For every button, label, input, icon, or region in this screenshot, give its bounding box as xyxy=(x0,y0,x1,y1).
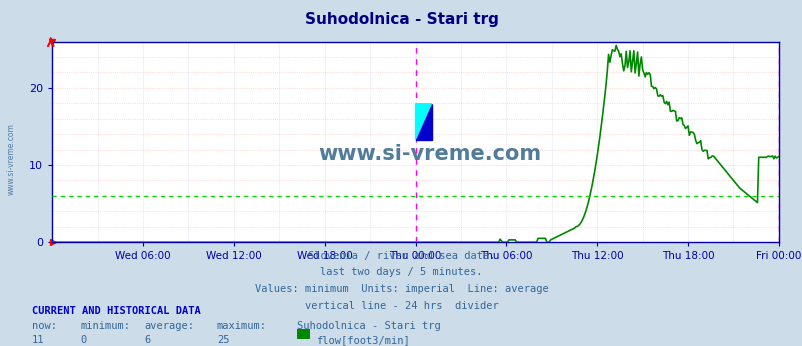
Text: 11: 11 xyxy=(32,335,45,345)
Text: 0: 0 xyxy=(80,335,87,345)
Text: www.si-vreme.com: www.si-vreme.com xyxy=(6,123,15,195)
Text: CURRENT AND HISTORICAL DATA: CURRENT AND HISTORICAL DATA xyxy=(32,306,200,316)
Text: minimum:: minimum: xyxy=(80,321,130,331)
Text: 25: 25 xyxy=(217,335,229,345)
Text: last two days / 5 minutes.: last two days / 5 minutes. xyxy=(320,267,482,277)
Polygon shape xyxy=(415,104,431,140)
Text: vertical line - 24 hrs  divider: vertical line - 24 hrs divider xyxy=(304,301,498,311)
Text: Slovenia / river and sea data.: Slovenia / river and sea data. xyxy=(307,251,495,261)
Text: average:: average: xyxy=(144,321,194,331)
Polygon shape xyxy=(415,104,431,140)
Text: Suhodolnica - Stari trg: Suhodolnica - Stari trg xyxy=(304,12,498,27)
Text: maximum:: maximum: xyxy=(217,321,266,331)
Text: www.si-vreme.com: www.si-vreme.com xyxy=(318,144,541,164)
Text: now:: now: xyxy=(32,321,57,331)
Text: Suhodolnica - Stari trg: Suhodolnica - Stari trg xyxy=(297,321,440,331)
Text: Values: minimum  Units: imperial  Line: average: Values: minimum Units: imperial Line: av… xyxy=(254,284,548,294)
Polygon shape xyxy=(415,104,431,140)
Text: flow[foot3/min]: flow[foot3/min] xyxy=(316,335,410,345)
Text: 6: 6 xyxy=(144,335,151,345)
